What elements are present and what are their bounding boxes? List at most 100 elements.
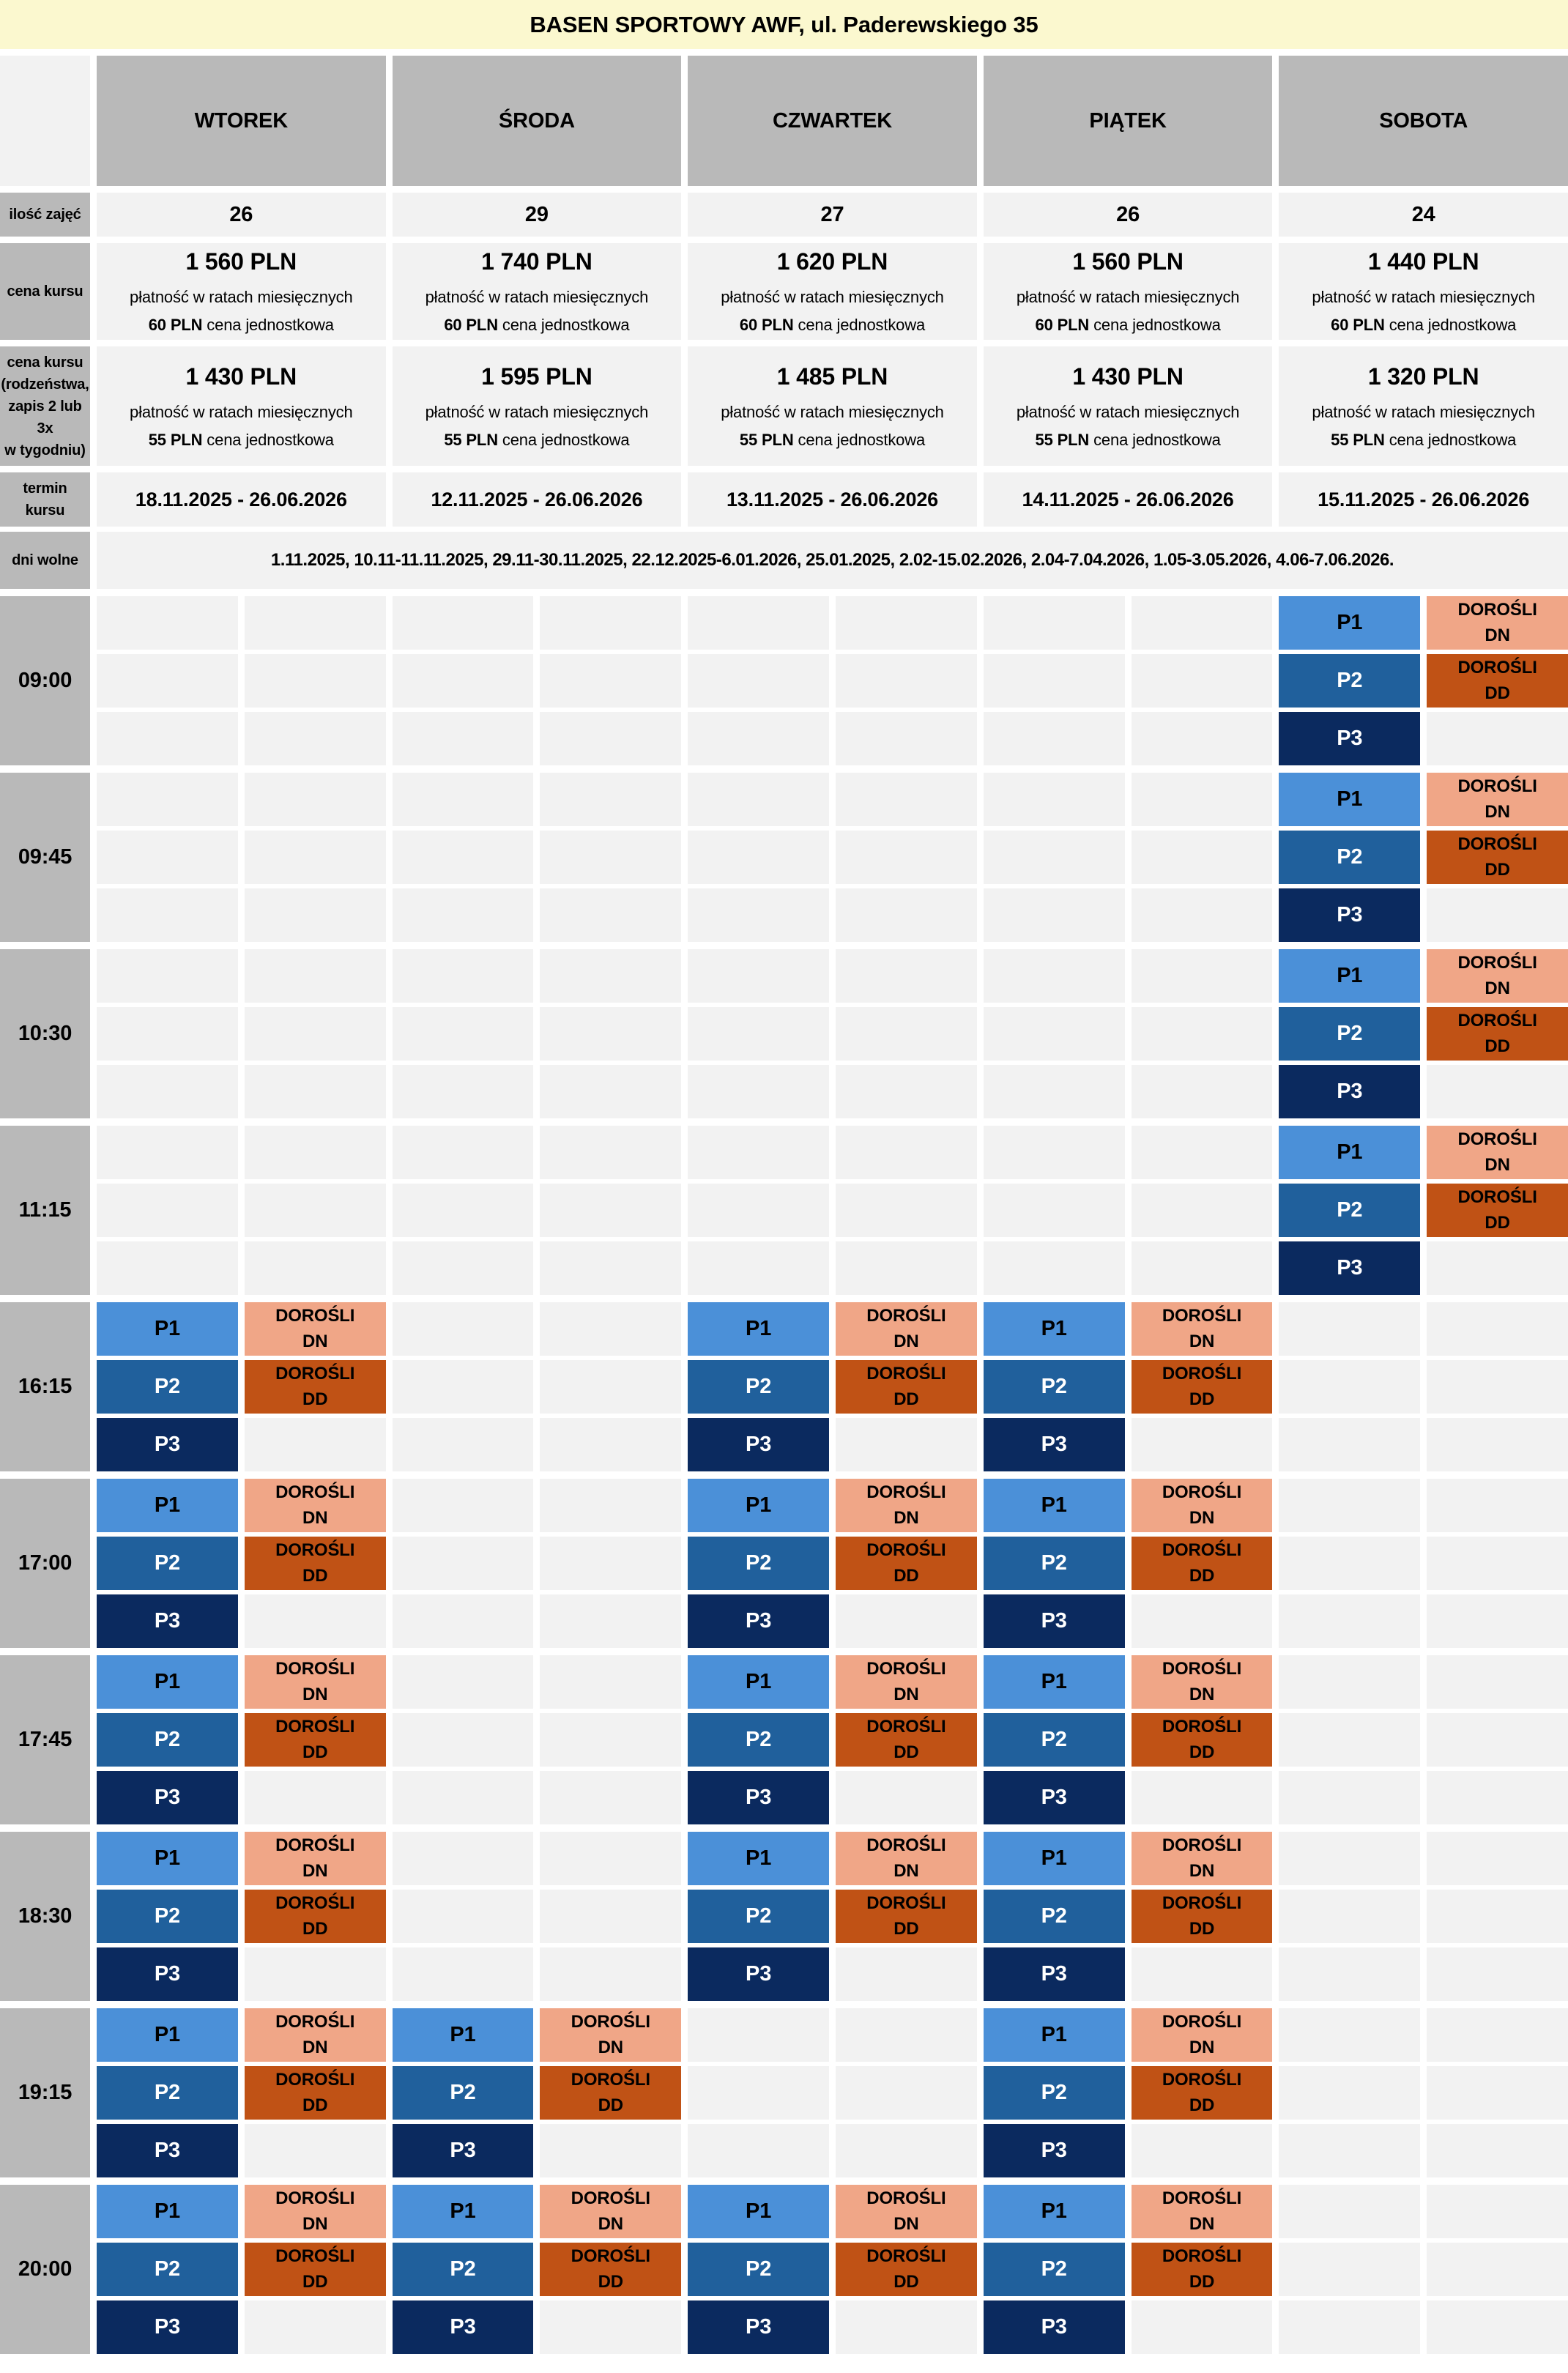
slot-p1-day1-9: P1 bbox=[392, 2185, 534, 2238]
slot-empty bbox=[836, 773, 977, 826]
slot-empty bbox=[1131, 1007, 1273, 1061]
slot-label-p3: P3 bbox=[450, 2139, 476, 2162]
slot-empty bbox=[836, 1241, 977, 1295]
time-label-1700: 17:00 bbox=[0, 1479, 90, 1648]
adult-line2: DD bbox=[302, 2271, 328, 2292]
slot-empty bbox=[244, 2300, 386, 2354]
adult-line1: DOROŚLI bbox=[275, 1658, 355, 1679]
row-label-classes-count: ilość zajęć bbox=[0, 193, 90, 237]
time-block-1830: 18:30 P1 DOROŚLI DN P1 DOROŚLI DN P1 DOROŚLI DN P2… bbox=[0, 1832, 1568, 2001]
adult-line1: DOROŚLI bbox=[571, 2011, 650, 2032]
slot-empty bbox=[392, 596, 534, 650]
slot-label-p2: P2 bbox=[1337, 845, 1363, 869]
slot-empty bbox=[540, 1479, 682, 1532]
slot-label-p3: P3 bbox=[1337, 727, 1363, 750]
row-course-price-note-0: płatność w ratach miesięcznych bbox=[130, 288, 353, 306]
slot-p2-day4-1: P2 bbox=[1279, 831, 1421, 884]
adult-line1: DOROŚLI bbox=[1457, 776, 1537, 796]
page-title-bar: BASEN SPORTOWY AWF, ul. Paderewskiego 35 bbox=[0, 0, 1568, 49]
slot-empty bbox=[540, 1302, 682, 1356]
adult-line2: DN bbox=[302, 1507, 328, 1528]
slot-empty bbox=[1131, 1947, 1273, 2001]
classes-count-0: 26 bbox=[97, 193, 386, 237]
slot-p2-day2-4: P2 bbox=[688, 1360, 829, 1414]
row-siblings-price-label: cena kursu (rodzeństwa, zapis 2 lub 3x w ty… bbox=[0, 346, 90, 466]
slot-p2-day4-0: P2 bbox=[1279, 654, 1421, 708]
adult-line1: DOROŚLI bbox=[1457, 1010, 1537, 1030]
slot-empty bbox=[1131, 1771, 1273, 1824]
slot-label-p2: P2 bbox=[746, 1551, 772, 1575]
slot-dd-day3-6: DOROŚLI DD bbox=[1131, 1713, 1273, 1767]
slot-dd-day3-4: DOROŚLI DD bbox=[1131, 1360, 1273, 1414]
slot-empty bbox=[1131, 773, 1273, 826]
slot-empty bbox=[1279, 1594, 1421, 1648]
slot-label-p1: P1 bbox=[1041, 1317, 1067, 1340]
row-course-term: termin kursu 18.11.2025 - 26.06.2026 12.11… bbox=[0, 472, 1568, 527]
slot-dn-day2-9: DOROŚLI DN bbox=[836, 2185, 977, 2238]
adult-line1: DOROŚLI bbox=[275, 1363, 355, 1384]
adult-line2: DD bbox=[302, 1742, 328, 1762]
row-siblings-price-unit-bold-0: 55 PLN bbox=[148, 430, 203, 449]
slot-label-p3: P3 bbox=[1041, 1433, 1067, 1456]
slot-label-p2: P2 bbox=[746, 2257, 772, 2281]
slot-empty bbox=[1279, 2124, 1421, 2177]
slot-empty bbox=[1131, 888, 1273, 942]
slot-dn-day0-5: DOROŚLI DN bbox=[244, 1479, 386, 1532]
slot-empty bbox=[1131, 2300, 1273, 2354]
slot-empty bbox=[1279, 1537, 1421, 1590]
slot-label-p2: P2 bbox=[154, 1728, 180, 1751]
adult-line2: DD bbox=[893, 1565, 919, 1586]
slot-dd-day2-9: DOROŚLI DD bbox=[836, 2243, 977, 2296]
row-siblings-price-price-1: 1 595 PLN bbox=[481, 363, 592, 390]
slot-p2-day0-8: P2 bbox=[97, 2066, 238, 2120]
slot-empty bbox=[392, 1890, 534, 1943]
adult-line1: DOROŚLI bbox=[275, 1893, 355, 1913]
slot-empty bbox=[392, 1360, 534, 1414]
adult-line1: DOROŚLI bbox=[866, 1482, 946, 1502]
slot-empty bbox=[540, 1537, 682, 1590]
slot-label-p2: P2 bbox=[746, 1728, 772, 1751]
row-course-price-unit-1: 60 PLN cena jednostkowa bbox=[444, 316, 630, 334]
adult-line2: DN bbox=[1189, 1684, 1215, 1704]
row-siblings-price-cell-1: 1 595 PLN płatność w ratach miesięcznych 5… bbox=[392, 346, 682, 466]
row-siblings-price-label-line-3: w tygodniu) bbox=[4, 442, 86, 458]
slot-p1-day0-5: P1 bbox=[97, 1479, 238, 1532]
slot-label-p3: P3 bbox=[154, 2315, 180, 2339]
slot-empty bbox=[1131, 1594, 1273, 1648]
adult-line2: DN bbox=[1189, 1331, 1215, 1351]
slot-empty bbox=[1427, 1241, 1568, 1295]
classes-count-4: 24 bbox=[1279, 193, 1568, 237]
slot-empty bbox=[97, 712, 238, 765]
slot-empty bbox=[540, 1418, 682, 1471]
slot-dd-day0-5: DOROŚLI DD bbox=[244, 1537, 386, 1590]
slot-label-p2: P2 bbox=[450, 2081, 476, 2104]
slot-label-p3: P3 bbox=[746, 1609, 772, 1633]
slot-p2-day0-6: P2 bbox=[97, 1713, 238, 1767]
slot-empty bbox=[392, 1771, 534, 1824]
slot-label-p3: P3 bbox=[450, 2315, 476, 2339]
slot-empty bbox=[392, 1007, 534, 1061]
slot-empty bbox=[244, 654, 386, 708]
slot-p3-day0-7: P3 bbox=[97, 1947, 238, 2001]
row-siblings-price-cell-2: 1 485 PLN płatność w ratach miesięcznych 5… bbox=[688, 346, 977, 466]
slot-dn-day0-4: DOROŚLI DN bbox=[244, 1302, 386, 1356]
slot-label-p1: P1 bbox=[154, 1493, 180, 1517]
slot-empty bbox=[836, 1594, 977, 1648]
adult-line1: DOROŚLI bbox=[275, 1482, 355, 1502]
slot-label-p3: P3 bbox=[1337, 1256, 1363, 1280]
time-label-1030: 10:30 bbox=[0, 949, 90, 1118]
row-siblings-price-note-0: płatność w ratach miesięcznych bbox=[130, 402, 353, 421]
slot-empty bbox=[540, 1947, 682, 2001]
slot-label-p3: P3 bbox=[154, 1609, 180, 1633]
slot-label-p2: P2 bbox=[1041, 2081, 1067, 2104]
slot-empty bbox=[688, 949, 829, 1003]
slot-empty bbox=[1131, 1418, 1273, 1471]
row-course-price-note-1: płatność w ratach miesięcznych bbox=[425, 288, 649, 306]
adult-line1: DOROŚLI bbox=[866, 2188, 946, 2208]
slot-dn-day3-5: DOROŚLI DN bbox=[1131, 1479, 1273, 1532]
slot-empty bbox=[836, 596, 977, 650]
slot-label-p1: P1 bbox=[746, 1317, 772, 1340]
row-course-price-unit-bold-0: 60 PLN bbox=[148, 316, 203, 334]
adult-line1: DOROŚLI bbox=[275, 2069, 355, 2090]
slot-label-p2: P2 bbox=[154, 1551, 180, 1575]
